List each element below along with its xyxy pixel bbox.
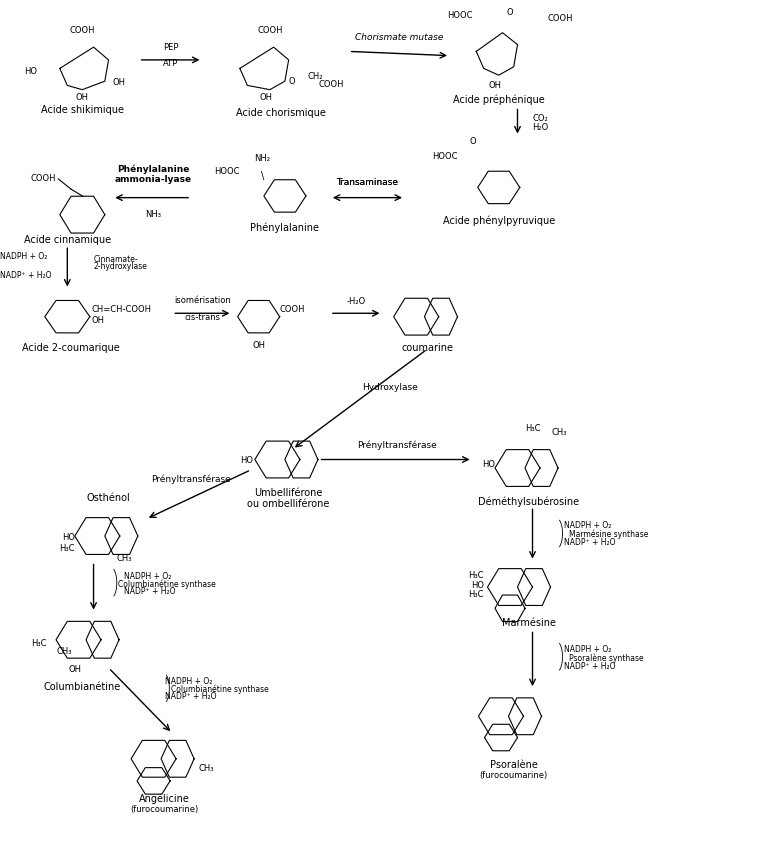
Text: Acide shikimique: Acide shikimique xyxy=(41,105,124,115)
Text: coumarine: coumarine xyxy=(402,343,453,353)
Text: Psoralène synthase: Psoralène synthase xyxy=(568,653,643,662)
Text: NADP⁺ + H₂O: NADP⁺ + H₂O xyxy=(564,661,616,670)
Text: CH=CH-COOH: CH=CH-COOH xyxy=(91,304,151,314)
Text: 2-hydroxylase: 2-hydroxylase xyxy=(93,262,147,271)
Text: HO: HO xyxy=(241,456,254,464)
Text: HOOC: HOOC xyxy=(432,152,458,160)
Text: OH: OH xyxy=(260,93,272,102)
Text: (furocoumarine): (furocoumarine) xyxy=(480,770,548,779)
Text: H₃C: H₃C xyxy=(59,544,75,553)
Text: \: \ xyxy=(261,170,264,181)
Text: COOH: COOH xyxy=(319,80,344,89)
Text: NH₂: NH₂ xyxy=(254,153,270,163)
Text: HOOC: HOOC xyxy=(447,11,473,20)
Text: NADP⁺ + H₂O: NADP⁺ + H₂O xyxy=(124,586,175,596)
Text: OH: OH xyxy=(112,78,125,87)
Text: NADPH + O₂: NADPH + O₂ xyxy=(124,571,171,580)
Text: NADPH + O₂: NADPH + O₂ xyxy=(564,644,612,653)
Text: Acide préphénique: Acide préphénique xyxy=(453,95,545,106)
Text: Transaminase: Transaminase xyxy=(336,177,398,187)
Text: COOH: COOH xyxy=(279,304,305,314)
Text: CH₃: CH₃ xyxy=(116,553,131,562)
Text: O: O xyxy=(288,77,295,86)
Text: HO: HO xyxy=(61,532,75,541)
Text: (furocoumarine): (furocoumarine) xyxy=(131,804,199,813)
Text: ATP: ATP xyxy=(163,59,178,68)
Text: Columbianétine synthase: Columbianétine synthase xyxy=(171,683,269,694)
Text: HOOC: HOOC xyxy=(214,167,240,176)
Text: NADPH + O₂: NADPH + O₂ xyxy=(165,676,213,685)
Text: Chorismate mutase: Chorismate mutase xyxy=(354,33,443,42)
Text: Transaminase: Transaminase xyxy=(336,177,398,187)
Text: Déméthylsubérosine: Déméthylsubérosine xyxy=(478,496,579,506)
Text: PEP: PEP xyxy=(163,43,178,52)
Text: H₃C: H₃C xyxy=(468,590,483,599)
Text: Phénylalanine
ammonia-lyase: Phénylalanine ammonia-lyase xyxy=(115,164,192,184)
Text: CH₃: CH₃ xyxy=(199,763,214,772)
Text: Acide 2-coumarique: Acide 2-coumarique xyxy=(22,343,120,353)
Text: HO: HO xyxy=(471,580,483,590)
Text: Osthénol: Osthénol xyxy=(87,492,131,503)
Text: Columbianétine synthase: Columbianétine synthase xyxy=(118,579,216,588)
Text: COOH: COOH xyxy=(257,26,282,35)
Text: H₃C: H₃C xyxy=(31,638,46,647)
Text: HO: HO xyxy=(24,66,37,76)
Text: CH₃: CH₃ xyxy=(551,427,567,436)
Text: Angélicine: Angélicine xyxy=(140,793,191,803)
Text: O: O xyxy=(507,8,513,17)
Text: O: O xyxy=(469,137,476,146)
Text: Acide chorismique: Acide chorismique xyxy=(236,107,326,118)
Text: NADPH + O₂: NADPH + O₂ xyxy=(564,521,612,530)
Text: OH: OH xyxy=(76,93,89,102)
Text: Columbianétine: Columbianétine xyxy=(44,681,121,691)
Text: Phénylalanine: Phénylalanine xyxy=(250,222,320,233)
Text: NADP⁺ + H₂O: NADP⁺ + H₂O xyxy=(165,692,216,700)
Text: H₃C: H₃C xyxy=(524,423,540,433)
Text: H₃C: H₃C xyxy=(468,570,483,579)
Text: OH: OH xyxy=(91,315,104,325)
Text: Psoralène: Psoralène xyxy=(490,759,537,769)
Text: H₂O: H₂O xyxy=(533,123,549,131)
Text: NADP⁺ + H₂O: NADP⁺ + H₂O xyxy=(0,270,52,279)
Text: Marmésine synthase: Marmésine synthase xyxy=(568,529,648,538)
Text: CH₃: CH₃ xyxy=(56,647,71,655)
Text: OH: OH xyxy=(68,664,81,673)
Text: CH₂: CH₂ xyxy=(307,72,323,81)
Text: Marmésine: Marmésine xyxy=(502,617,556,627)
Text: Prényltransférase: Prényltransférase xyxy=(151,475,231,484)
Text: OH: OH xyxy=(489,81,502,90)
Text: HO: HO xyxy=(482,460,495,469)
Text: OH: OH xyxy=(252,341,265,350)
Text: NH₃: NH₃ xyxy=(146,210,162,218)
Text: NADP⁺ + H₂O: NADP⁺ + H₂O xyxy=(564,538,616,547)
Text: Acide phénylpyruvique: Acide phénylpyruvique xyxy=(442,216,555,226)
Text: Acide cinnamique: Acide cinnamique xyxy=(24,235,111,245)
Text: isomérisation: isomérisation xyxy=(174,296,231,304)
Text: -H₂O: -H₂O xyxy=(347,296,366,305)
Text: Hydroxylase: Hydroxylase xyxy=(362,383,417,391)
Text: Cinnamate-: Cinnamate- xyxy=(93,254,138,263)
Text: cis-trans: cis-trans xyxy=(184,312,220,321)
Text: COOH: COOH xyxy=(30,174,56,182)
Text: COOH: COOH xyxy=(70,26,95,35)
Text: Umbelliférone
ou ombelliférone: Umbelliférone ou ombelliférone xyxy=(247,487,330,509)
Text: COOH: COOH xyxy=(547,14,573,23)
Text: Prényltransférase: Prényltransférase xyxy=(357,440,437,450)
Text: NADPH + O₂: NADPH + O₂ xyxy=(0,251,47,261)
Text: CO₂: CO₂ xyxy=(533,114,548,123)
